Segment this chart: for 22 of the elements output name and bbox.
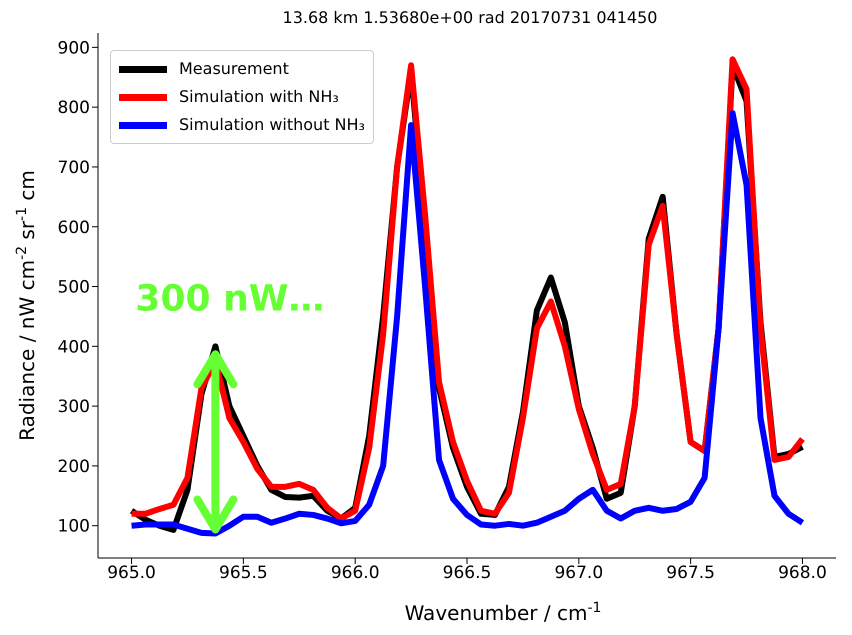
x-tick-label: 965.5 <box>219 563 268 584</box>
chart-title: 13.68 km 1.53680e+00 rad 20170731 041450 <box>282 8 658 27</box>
annotation: 300 nW… <box>135 278 324 320</box>
y-tick-label: 700 <box>58 158 90 178</box>
legend-label: Simulation without NH₃ <box>179 114 365 136</box>
y-tick-label: 900 <box>58 38 90 58</box>
y-tick-label: 800 <box>58 98 90 118</box>
legend-label: Simulation with NH₃ <box>179 86 339 108</box>
x-tick-label: 965.0 <box>107 563 156 584</box>
x-tick-label: 966.5 <box>442 563 492 584</box>
x-axis-title: Wavenumber / cm$^{-1}$ <box>404 600 602 625</box>
y-tick-label: 200 <box>58 456 90 477</box>
y-tick-label: 600 <box>58 218 90 238</box>
y-tick-label: 100 <box>58 516 90 537</box>
legend-label: Measurement <box>179 58 289 80</box>
x-tick-label: 968.0 <box>778 563 827 584</box>
x-tick-label: 967.5 <box>666 563 715 584</box>
x-tick-label: 967.0 <box>554 563 604 584</box>
y-tick-label: 500 <box>58 278 90 298</box>
y-tick-label: 400 <box>58 337 90 358</box>
y-tick-label: 300 <box>58 397 90 418</box>
x-tick-label: 966.0 <box>330 563 380 584</box>
